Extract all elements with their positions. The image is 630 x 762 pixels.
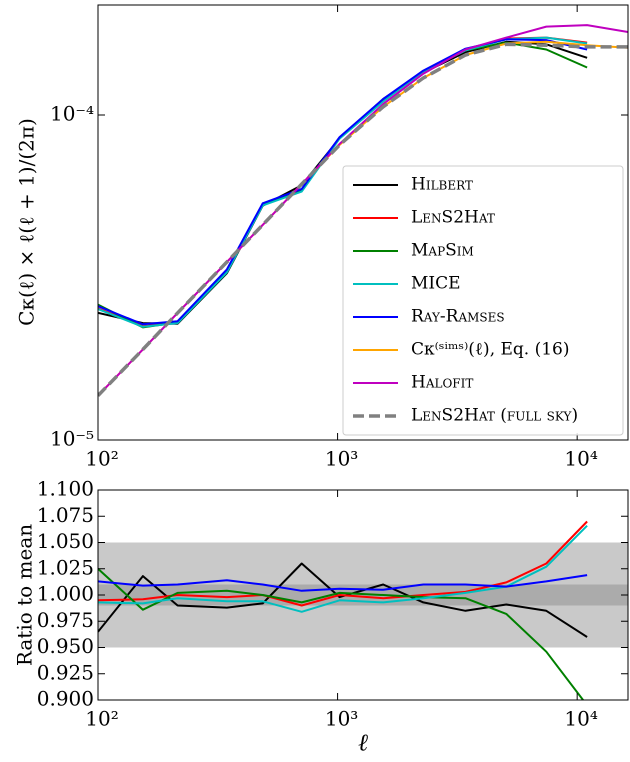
x-tick-label: 10⁴ [564, 447, 597, 471]
y-tick-label: 1.100 [37, 477, 94, 501]
y-tick-label: 1.025 [37, 555, 94, 579]
legend-label: Hilbert [411, 175, 473, 195]
y-axis-label: Ratio to mean [13, 524, 37, 666]
y-tick-label: 1.050 [37, 529, 94, 553]
series-line [98, 562, 588, 638]
y-tick-label: 1.000 [37, 582, 94, 606]
x-tick-label: 10² [85, 447, 118, 471]
y-tick-label: 1.075 [37, 503, 94, 527]
y-tick-label: 0.900 [37, 687, 94, 711]
x-tick-label: 10⁴ [564, 707, 597, 731]
legend-label: Ray-Ramses [411, 307, 505, 327]
x-tick-label: 10² [85, 707, 118, 731]
legend-label: Halofit [411, 373, 473, 393]
x-axis-label: ℓ [358, 729, 368, 757]
y-tick-label: 0.950 [37, 634, 94, 658]
legend-label: MapSim [411, 241, 474, 261]
legend-label: LenS2Hat (full sky) [411, 406, 578, 426]
series-line [98, 38, 588, 326]
y-tick-label: 10⁻⁵ [50, 427, 94, 451]
legend-label: MICE [411, 274, 461, 294]
x-tick-label: 10³ [325, 707, 358, 731]
series-line [98, 574, 588, 592]
series-line [98, 520, 588, 607]
legend-box [342, 165, 624, 436]
x-tick-label: 10³ [325, 447, 358, 471]
y-tick-label: 10⁻⁴ [50, 101, 94, 125]
legend-label: LenS2Hat [411, 208, 495, 228]
plot-area [98, 520, 628, 700]
legend-label: Cκ⁽ˢⁱᵐˢ⁾(ℓ), Eq. (16) [411, 340, 570, 360]
y-tick-label: 0.925 [37, 660, 94, 684]
axes-frame [97, 4, 629, 441]
y-tick-label: 0.975 [37, 608, 94, 632]
series-line [98, 568, 585, 700]
y-axis-label: Cκ(ℓ) × ℓ(ℓ + 1)/(2π) [15, 118, 39, 326]
plot-area [98, 24, 628, 397]
series-line [98, 42, 628, 397]
